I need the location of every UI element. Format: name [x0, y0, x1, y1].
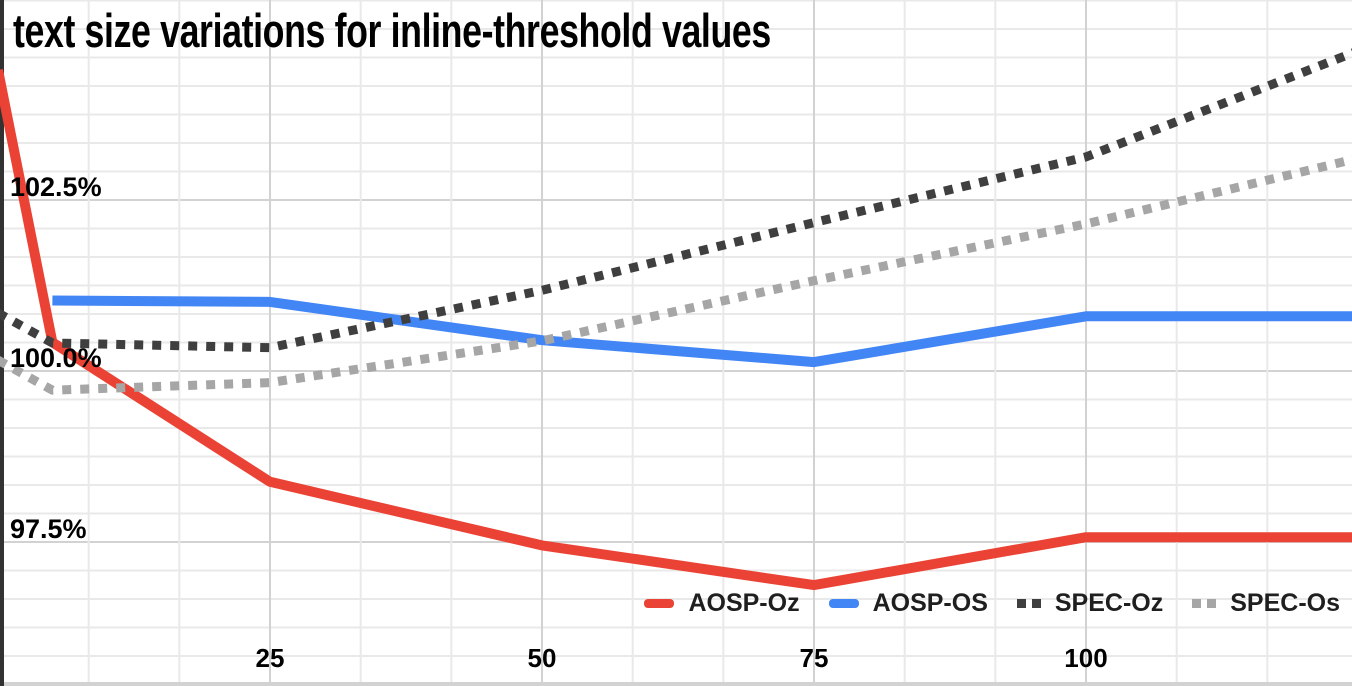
series-line-SPEC-Os — [0, 155, 1352, 395]
legend-label: SPEC-Oz — [1054, 588, 1164, 617]
x-tick-label: 25 — [256, 643, 285, 673]
y-tick-label: 100.0% — [10, 343, 102, 373]
legend-item-SPEC-Os: SPEC-Os — [1192, 589, 1340, 618]
legend-swatch-SPEC-Oz — [1016, 598, 1041, 608]
legend-item-AOSP-Oz: AOSP-Oz — [644, 588, 800, 618]
legend-swatch-SPEC-Os — [1192, 598, 1217, 608]
x-tick-label: 100 — [1064, 643, 1107, 673]
legend-label: AOSP-Oz — [688, 588, 800, 617]
legend-swatch-AOSP-Oz — [644, 598, 675, 608]
series-line-SPEC-Oz — [0, 48, 1352, 353]
x-tick-label: 50 — [528, 643, 557, 673]
legend-item-AOSP-OS: AOSP-OS — [828, 588, 988, 618]
y-tick-label: 102.5% — [10, 172, 102, 202]
legend-label: AOSP-OS — [872, 588, 988, 617]
x-tick-label: 75 — [800, 643, 829, 673]
y-axis-line — [0, 0, 4, 686]
series-line-AOSP-OS — [52, 295, 1352, 368]
series-line-AOSP-Oz — [0, 69, 1352, 591]
chart-bottom-edge — [0, 682, 1352, 686]
legend: AOSP-Oz AOSP-OS SPEC-Oz SPEC-Os — [644, 588, 1340, 618]
legend-label: SPEC-Os — [1230, 588, 1340, 617]
chart-title: text size variations for inline-threshol… — [13, 4, 771, 57]
y-tick-label: 97.5% — [10, 514, 87, 544]
legend-item-SPEC-Oz: SPEC-Oz — [1016, 588, 1164, 618]
legend-swatch-AOSP-OS — [828, 598, 859, 608]
